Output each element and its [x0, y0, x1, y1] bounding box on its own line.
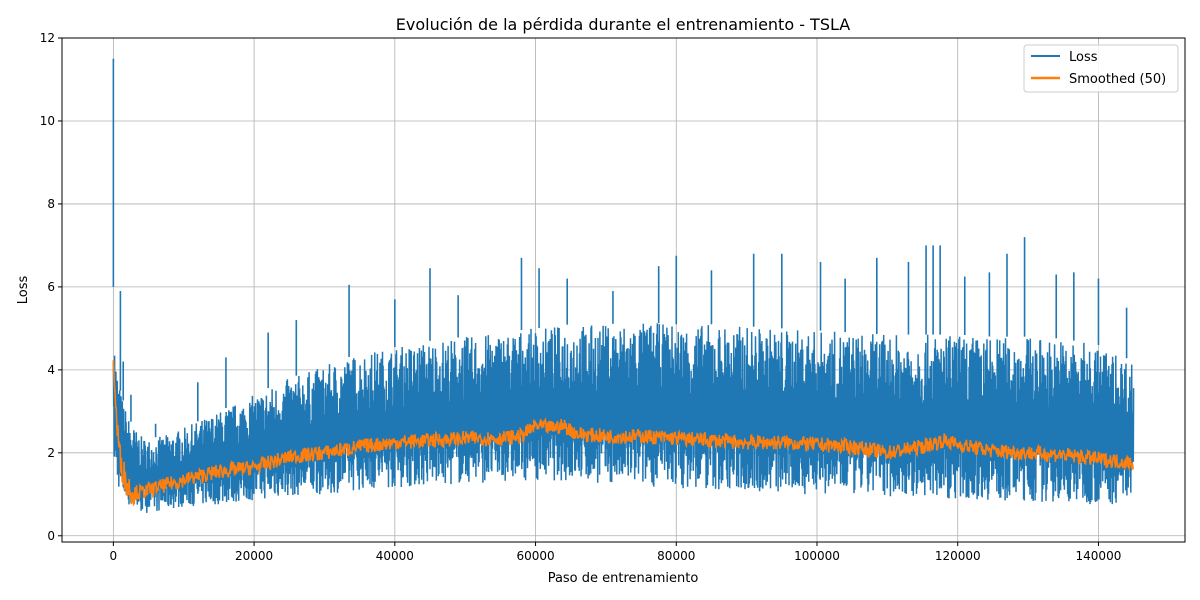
x-tick-label: 20000 [235, 549, 273, 563]
x-axis-label: Paso de entrenamiento [548, 571, 699, 586]
y-tick-label: 10 [40, 114, 55, 128]
y-axis-ticks: 0 2 4 6 8 10 12 [40, 31, 62, 543]
x-tick-label: 100000 [794, 549, 840, 563]
x-tick-label: 120000 [935, 549, 981, 563]
series-loss [112, 58, 1135, 513]
y-tick-label: 0 [47, 529, 55, 543]
axes-frame [61, 37, 1186, 543]
y-tick-label: 2 [47, 446, 55, 460]
y-tick-label: 12 [40, 31, 55, 45]
legend: Loss Smoothed (50) [1023, 44, 1179, 93]
x-tick-label: 0 [110, 549, 118, 563]
y-axis-label: Loss [16, 276, 31, 305]
y-tick-label: 4 [47, 363, 55, 377]
y-tick-label: 8 [47, 197, 55, 211]
x-tick-label: 80000 [657, 549, 695, 563]
x-tick-label: 60000 [516, 549, 554, 563]
legend-label-loss: Loss [1069, 50, 1098, 65]
x-tick-label: 140000 [1076, 549, 1122, 563]
y-tick-label: 6 [47, 280, 55, 294]
chart-title: Evolución de la pérdida durante el entre… [396, 15, 850, 34]
x-tick-label: 40000 [376, 549, 414, 563]
loss-line [112, 323, 1135, 513]
smoothed-line [112, 359, 1134, 507]
legend-label-smoothed: Smoothed (50) [1069, 72, 1166, 87]
legend-box [1023, 44, 1179, 93]
x-axis-ticks: 0 20000 40000 60000 80000 100000 120000 140000 [110, 542, 1122, 563]
plot-area [112, 58, 1135, 513]
series-smoothed [112, 359, 1134, 507]
